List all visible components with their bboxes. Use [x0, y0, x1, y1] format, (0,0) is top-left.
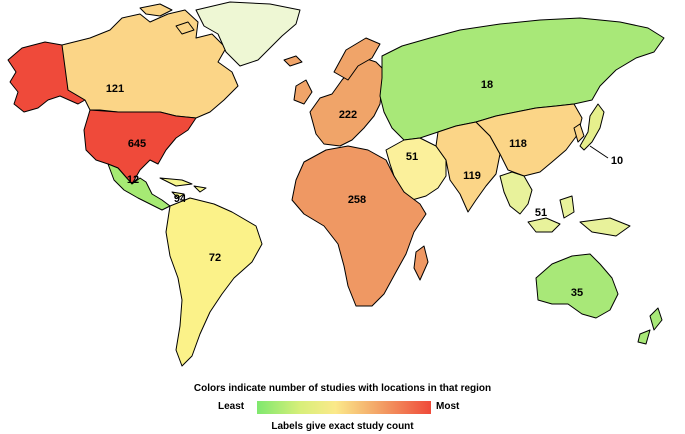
count-east-asia: 118	[509, 138, 527, 150]
region-southeast-asia[interactable]	[499, 171, 631, 237]
region-madagascar	[413, 245, 429, 281]
legend-most-label: Most	[436, 401, 460, 412]
count-russia: 18	[481, 79, 493, 91]
legend-scale: Least Most	[0, 401, 685, 415]
legend-title: Colors indicate number of studies with l…	[193, 383, 492, 394]
count-japan: 10	[611, 155, 623, 167]
region-australia[interactable]	[535, 253, 619, 319]
count-southeast-asia: 51	[535, 207, 547, 219]
region-russia[interactable]	[379, 17, 665, 141]
count-australia: 35	[571, 287, 583, 299]
region-scandinavia	[333, 37, 381, 81]
region-new-zealand	[637, 307, 663, 345]
region-canada-islands	[139, 3, 195, 35]
japan-leader-line	[589, 145, 609, 159]
region-iceland	[283, 55, 303, 67]
count-caribbean: 94	[174, 193, 187, 205]
count-europe: 222	[339, 109, 357, 121]
region-greenland[interactable]	[195, 1, 301, 67]
count-central-america: 12	[127, 174, 139, 186]
legend-note: Labels give exact study count	[271, 421, 414, 432]
region-japan[interactable]	[579, 103, 605, 151]
region-central-america[interactable]	[107, 163, 171, 211]
count-canada: 121	[106, 83, 124, 95]
region-east-asia[interactable]	[475, 103, 583, 177]
legend-gradient-bar	[257, 401, 431, 414]
legend-least-label: Least	[218, 401, 245, 412]
region-uk	[293, 79, 313, 105]
count-south-asia: 119	[463, 170, 481, 182]
region-caribbean[interactable]	[159, 177, 207, 199]
count-africa: 258	[348, 194, 366, 206]
region-south-america[interactable]	[165, 197, 263, 367]
region-korea	[573, 123, 585, 143]
count-south-america: 72	[209, 252, 221, 264]
count-middle-east: 51	[406, 151, 418, 163]
region-africa[interactable]	[291, 145, 427, 307]
count-united-states: 645	[128, 138, 146, 150]
